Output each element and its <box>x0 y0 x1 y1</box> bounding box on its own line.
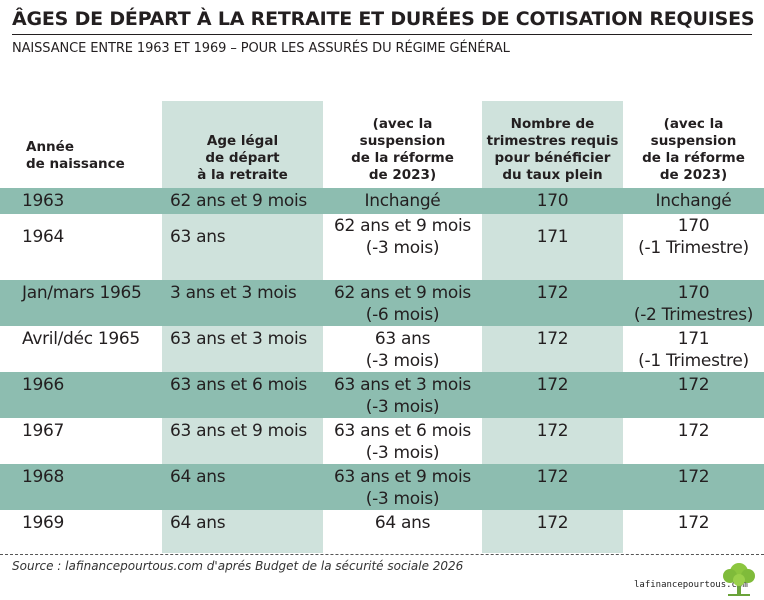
quarters-cell: 172 <box>536 421 569 441</box>
header-age-with-suspension: (avec la suspension de la réforme de 202… <box>323 101 482 187</box>
table-row: 1967 63 ans et 9 mois 63 ans et 6 mois (-3… <box>0 418 764 464</box>
quarters-cell: 172 <box>536 513 569 533</box>
quarters-suspension-cell: 172 <box>677 421 710 441</box>
header-label: Année de naissance <box>26 139 125 172</box>
quarters-cell: 170 <box>536 191 569 211</box>
table-row: 1963 62 ans et 9 mois Inchangé 170 Inchangé <box>0 188 764 214</box>
birth-year-cell: 1966 <box>22 375 65 395</box>
age-suspension-cell: Inchangé <box>364 191 441 211</box>
quarters-suspension-cell: 172 <box>677 513 710 533</box>
header-quarters-with-suspension: (avec la suspension de la réforme de 202… <box>623 101 764 187</box>
header-label: (avec la suspension de la réforme de 202… <box>351 116 454 183</box>
quarters-suspension-cell: 170 (-1 Trimestre) <box>638 216 749 258</box>
quarters-suspension-cell: 172 <box>677 375 710 395</box>
legal-age-cell: 63 ans et 3 mois <box>170 329 307 349</box>
quarters-cell: 172 <box>536 283 569 303</box>
birth-year-cell: 1964 <box>22 227 65 247</box>
legal-age-cell: 64 ans <box>170 467 226 487</box>
header-required-quarters: Nombre de trimestres requis pour bénéfic… <box>482 101 623 187</box>
age-suspension-cell: 63 ans et 3 mois (-3 mois) <box>334 375 471 417</box>
header-legal-age: Age légal de départ à la retraite <box>162 101 323 187</box>
age-suspension-cell: 64 ans <box>374 513 431 533</box>
header-birth-year: Année de naissance <box>0 101 162 187</box>
header-label: Age légal de départ à la retraite <box>197 133 288 183</box>
quarters-suspension-cell: 172 <box>677 467 710 487</box>
age-suspension-cell: 63 ans (-3 mois) <box>365 329 440 371</box>
header-label: (avec la suspension de la réforme de 202… <box>642 116 745 183</box>
birth-year-cell: 1969 <box>22 513 65 533</box>
legal-age-cell: 63 ans et 9 mois <box>170 421 307 441</box>
birth-year-cell: 1968 <box>22 467 65 487</box>
page-subtitle: NAISSANCE ENTRE 1963 ET 1969 – POUR LES … <box>12 41 510 56</box>
age-suspension-cell: 62 ans et 9 mois (-6 mois) <box>334 283 471 325</box>
source-note: Source : lafinancepourtous.com d'aprés B… <box>12 559 464 573</box>
table-row: Jan/mars 1965 3 ans et 3 mois 62 ans et 9 … <box>0 280 764 326</box>
age-suspension-cell: 63 ans et 6 mois (-3 mois) <box>334 421 471 463</box>
birth-year-cell: 1967 <box>22 421 65 441</box>
legal-age-cell: 64 ans <box>170 513 226 533</box>
title-divider <box>12 34 752 35</box>
table-row: 1964 63 ans 62 ans et 9 mois (-3 mois) 171 1… <box>0 214 764 260</box>
age-suspension-cell: 62 ans et 9 mois (-3 mois) <box>334 216 471 258</box>
table-row: 1969 64 ans 64 ans 172 172 <box>0 510 764 556</box>
quarters-suspension-cell: 171 (-1 Trimestre) <box>638 329 749 371</box>
quarters-cell: 172 <box>536 467 569 487</box>
table-row: 1968 64 ans 63 ans et 9 mois (-3 mois) 172 1… <box>0 464 764 510</box>
page-title: ÂGES DE DÉPART À LA RETRAITE ET DURÉES D… <box>12 8 755 30</box>
brand-logo-text: lafinancepourtous.com <box>634 580 748 590</box>
birth-year-cell: Avril/déc 1965 <box>22 329 140 349</box>
quarters-suspension-cell: 170 (-2 Trimestres) <box>633 283 754 325</box>
tree-logo-icon <box>723 563 755 596</box>
age-suspension-cell: 63 ans et 9 mois (-3 mois) <box>334 467 471 509</box>
birth-year-cell: 1963 <box>22 191 65 211</box>
quarters-cell: 172 <box>536 329 569 349</box>
header-label: Nombre de trimestres requis pour bénéfic… <box>486 116 619 183</box>
table-row: Avril/déc 1965 63 ans et 3 mois 63 ans (-3… <box>0 326 764 372</box>
quarters-suspension-cell: Inchangé <box>655 191 732 211</box>
quarters-cell: 172 <box>536 375 569 395</box>
legal-age-cell: 63 ans et 6 mois <box>170 375 307 395</box>
footer-divider <box>0 554 764 555</box>
legal-age-cell: 62 ans et 9 mois <box>170 191 307 211</box>
legal-age-cell: 3 ans et 3 mois <box>170 283 297 303</box>
quarters-cell: 171 <box>536 227 569 247</box>
legal-age-cell: 63 ans <box>170 227 226 247</box>
birth-year-cell: Jan/mars 1965 <box>22 283 142 303</box>
table-row: 1966 63 ans et 6 mois 63 ans et 3 mois (-3… <box>0 372 764 418</box>
